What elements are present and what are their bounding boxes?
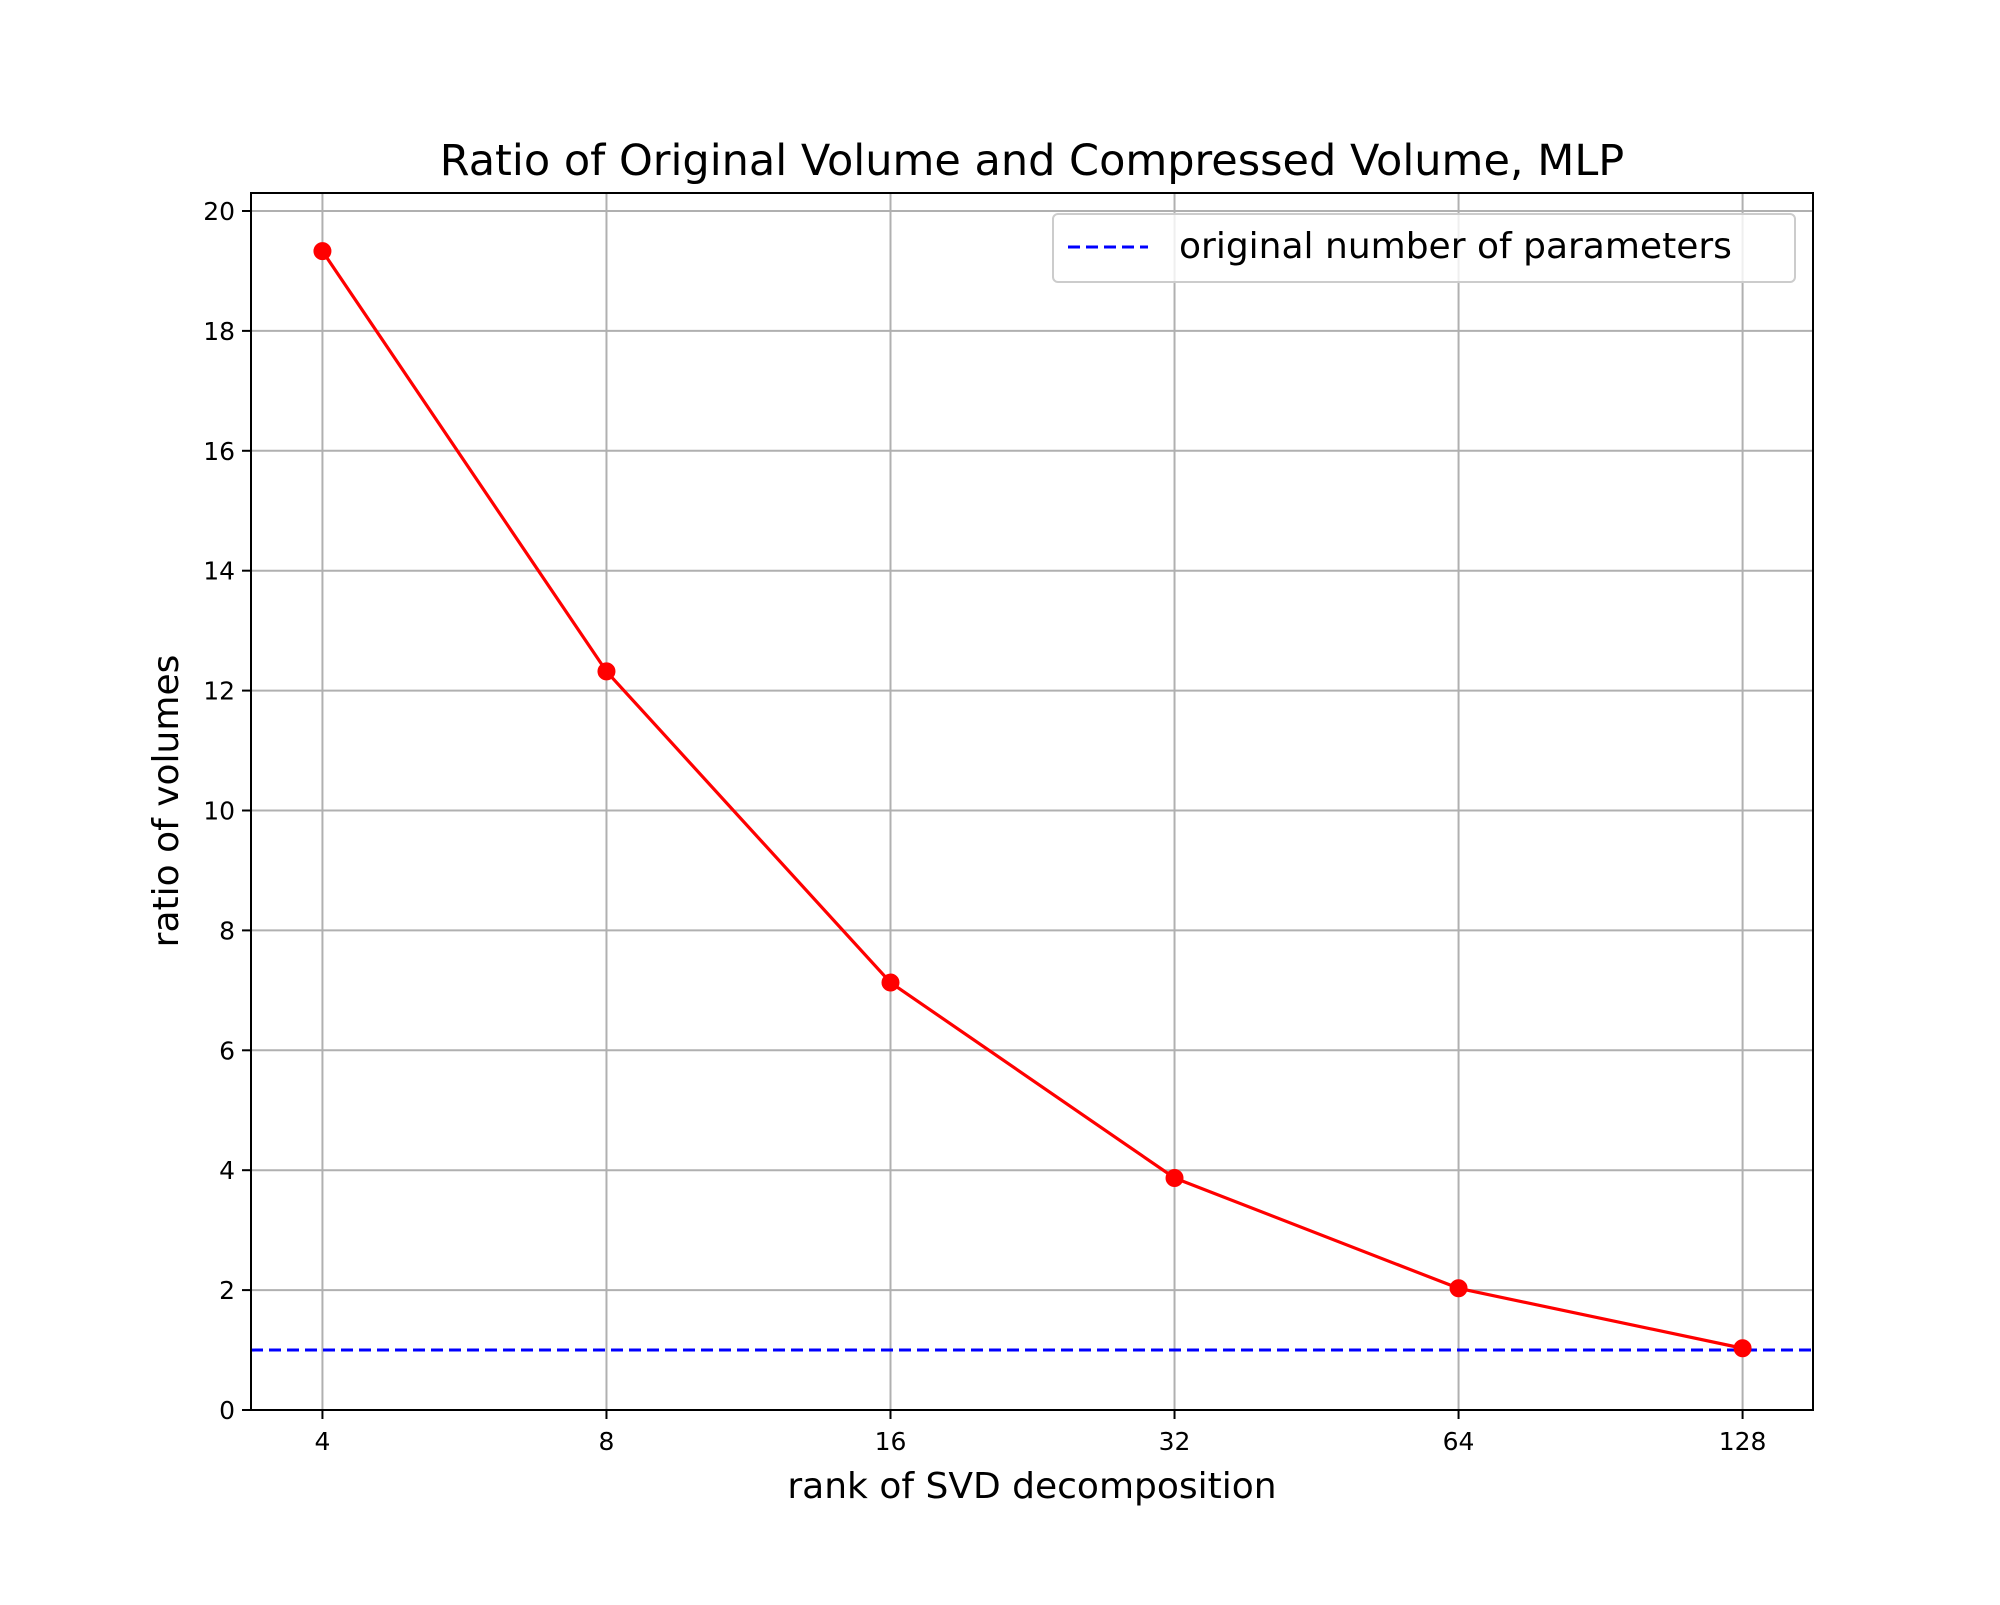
legend-label: original number of parameters: [1179, 226, 1732, 267]
y-tick-label: 10: [203, 796, 235, 825]
data-point: [597, 662, 616, 681]
x-tick-label: 64: [1443, 1427, 1475, 1456]
y-tick-label: 2: [219, 1276, 235, 1305]
legend-box: [1052, 213, 1796, 283]
y-tick-label: 12: [203, 677, 235, 706]
x-tick-label: 4: [314, 1427, 330, 1456]
grid-layer: [251, 193, 1813, 1411]
x-tick-label: 16: [875, 1427, 907, 1456]
x-tick-label: 128: [1719, 1427, 1767, 1456]
y-tick-label: 4: [219, 1156, 235, 1185]
tick-layer: 4 8 16 32 64 128 0 2 4 6 8 10 12 14 16 18 20: [203, 197, 1766, 1456]
y-tick-label: 8: [219, 916, 235, 945]
y-tick-label: 18: [203, 317, 235, 346]
series-line: [321, 250, 1743, 1350]
y-tick-label: 16: [203, 437, 235, 466]
y-tick-label: 0: [219, 1396, 235, 1425]
data-point: [1165, 1168, 1184, 1187]
data-layer: [251, 242, 1813, 1358]
x-tick-label: 32: [1159, 1427, 1191, 1456]
y-tick-label: 14: [203, 557, 235, 586]
data-point: [1449, 1279, 1468, 1298]
y-axis-label: ratio of volumes: [146, 655, 187, 948]
x-axis-label: rank of SVD decomposition: [787, 1466, 1276, 1507]
data-point: [881, 973, 900, 992]
data-point: [313, 242, 332, 261]
x-tick-label: 8: [599, 1427, 615, 1456]
y-tick-label: 6: [219, 1036, 235, 1065]
plot-frame: [250, 192, 1814, 1411]
legend: original number of parameters: [1052, 213, 1796, 283]
y-tick-label: 20: [203, 197, 235, 226]
data-point: [1733, 1339, 1752, 1358]
chart-title: Ratio of Original Volume and Compressed …: [440, 136, 1624, 186]
